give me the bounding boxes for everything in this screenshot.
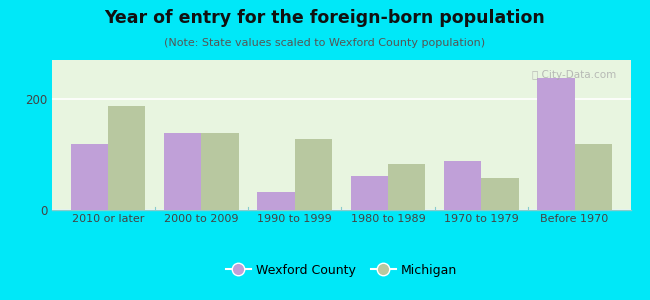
Bar [444,161,481,210]
Bar [108,106,146,210]
Bar [481,178,519,210]
Bar [575,144,612,210]
Bar [257,192,294,210]
Text: ⓘ City-Data.com: ⓘ City-Data.com [532,70,616,80]
Legend: Wexford County, Michigan: Wexford County, Michigan [221,259,462,282]
Text: Year of entry for the foreign-born population: Year of entry for the foreign-born popul… [105,9,545,27]
Bar [350,176,388,210]
Bar [294,139,332,210]
Bar [164,133,202,210]
Text: (Note: State values scaled to Wexford County population): (Note: State values scaled to Wexford Co… [164,38,486,47]
Bar [202,133,239,210]
Bar [537,78,575,210]
Bar [71,144,108,210]
Bar [388,164,425,210]
